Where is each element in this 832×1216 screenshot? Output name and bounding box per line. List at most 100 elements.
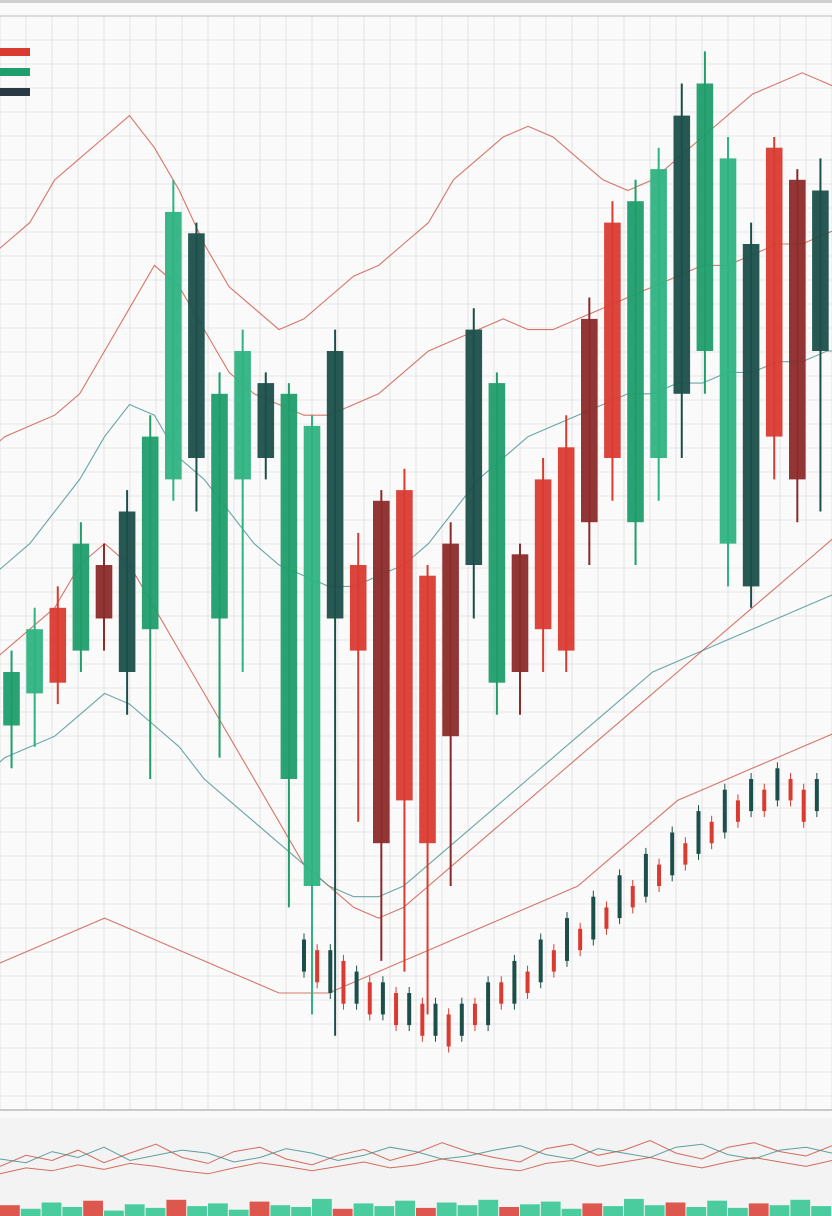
- small-candle: [394, 993, 399, 1026]
- small-candle: [315, 950, 320, 983]
- candle: [3, 672, 20, 726]
- lower-panel-background: [0, 1118, 832, 1216]
- small-candle: [512, 960, 517, 1004]
- small-candle: [683, 843, 688, 865]
- lower-panel-line-3: [0, 1156, 832, 1175]
- small-candle: [328, 950, 333, 993]
- volume-bar: [644, 1205, 665, 1216]
- volume-bar: [41, 1202, 62, 1216]
- volume-bar: [249, 1201, 270, 1216]
- candle: [26, 629, 43, 694]
- candle: [604, 222, 621, 458]
- volume-bar: [166, 1199, 187, 1216]
- small-candle: [722, 789, 727, 833]
- volume-bar: [332, 1208, 353, 1216]
- small-candle: [380, 982, 385, 1015]
- small-candle: [459, 1003, 464, 1036]
- small-candle: [367, 982, 372, 1015]
- volume-bar: [0, 1205, 20, 1216]
- volume-bar: [748, 1203, 769, 1216]
- candle: [511, 554, 529, 672]
- candle: [303, 425, 321, 886]
- volume-bar: [83, 1200, 103, 1216]
- candle: [673, 115, 691, 394]
- small-candle: [630, 886, 635, 908]
- volume-bar: [457, 1205, 478, 1216]
- volume-bar: [769, 1205, 790, 1216]
- small-candle: [565, 918, 569, 961]
- volume-bars: [0, 1198, 831, 1216]
- candle: [280, 393, 298, 779]
- lower-panel: [0, 1118, 832, 1216]
- candle: [765, 147, 783, 437]
- volume-bar: [62, 1207, 83, 1216]
- volume-bar: [228, 1209, 249, 1216]
- small-candle: [749, 779, 754, 812]
- candle: [165, 211, 182, 480]
- small-candle: [499, 982, 504, 1004]
- candle: [581, 318, 598, 523]
- volume-bar: [291, 1207, 311, 1216]
- candle: [188, 233, 205, 458]
- small-candle: [735, 800, 740, 822]
- small-candle: [433, 1003, 438, 1036]
- volume-bar: [416, 1207, 436, 1216]
- volume-bar: [395, 1200, 415, 1216]
- volume-bar: [20, 1208, 41, 1216]
- legend-swatch: [0, 88, 30, 96]
- small-candle: [551, 950, 556, 972]
- candle: [257, 383, 275, 458]
- candle: [95, 565, 113, 619]
- candles: [3, 51, 829, 1036]
- candle: [488, 383, 506, 683]
- candle: [812, 190, 829, 351]
- candle: [650, 169, 667, 458]
- indicator-line-6: [0, 733, 832, 994]
- indicator-line-3: [0, 350, 832, 587]
- volume-bar: [811, 1206, 831, 1216]
- candle: [118, 511, 136, 672]
- small-candle: [775, 768, 780, 801]
- volume-bar: [208, 1203, 228, 1216]
- candle: [719, 158, 737, 544]
- volume-bar: [145, 1207, 166, 1216]
- volume-bar: [124, 1204, 145, 1216]
- small-candle: [617, 875, 622, 919]
- small-candle: [354, 971, 359, 1004]
- candle: [141, 436, 159, 630]
- candle: [465, 329, 483, 565]
- candle: [49, 607, 67, 683]
- small-candle: [657, 864, 662, 886]
- candle: [72, 543, 90, 651]
- small-candle: [420, 1003, 425, 1036]
- volume-bar: [478, 1199, 499, 1216]
- small-candle: [709, 821, 714, 844]
- volume-bar: [624, 1198, 644, 1216]
- candle: [396, 490, 413, 801]
- volume-bar: [104, 1210, 124, 1216]
- volume-bar: [520, 1204, 540, 1216]
- volume-bar: [790, 1199, 811, 1216]
- volume-bar: [187, 1206, 207, 1216]
- lower-panel-lines: [0, 1139, 832, 1175]
- candle: [534, 479, 552, 630]
- legend: [0, 48, 30, 96]
- candle: [789, 179, 806, 480]
- small-candle: [486, 982, 491, 1026]
- volume-bar: [353, 1203, 374, 1216]
- candle: [349, 565, 367, 651]
- small-candle: [801, 789, 806, 822]
- top-border: [0, 0, 832, 3]
- legend-swatch: [0, 68, 30, 76]
- candle: [442, 543, 459, 737]
- candle: [627, 201, 644, 523]
- volume-bar: [374, 1206, 395, 1216]
- volume-bar: [436, 1202, 457, 1216]
- volume-bar: [499, 1207, 519, 1216]
- small-candle: [814, 779, 819, 812]
- small-candle: [578, 928, 583, 951]
- volume-bar: [686, 1207, 707, 1216]
- volume-bar: [270, 1205, 291, 1216]
- small-candle: [788, 779, 793, 801]
